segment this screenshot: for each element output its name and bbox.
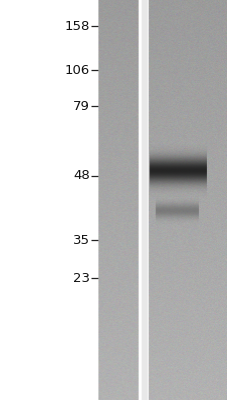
Text: 158: 158 [64,20,90,32]
Text: 79: 79 [73,100,90,112]
Text: 48: 48 [73,170,90,182]
Text: 35: 35 [73,234,90,246]
Text: 23: 23 [73,272,90,284]
Text: 106: 106 [64,64,90,76]
